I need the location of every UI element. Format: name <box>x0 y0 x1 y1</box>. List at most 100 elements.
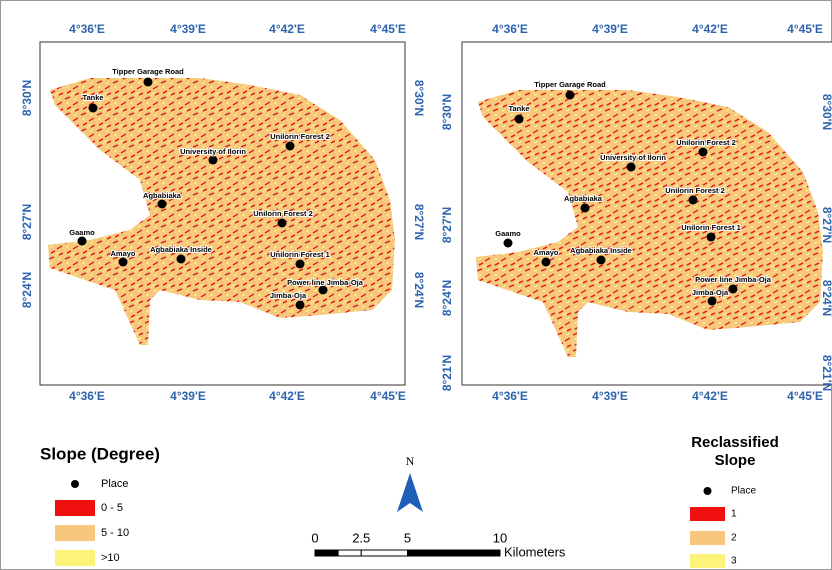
lon-label: 4°36'E <box>492 389 528 403</box>
lat-label: 8°21'N <box>440 355 454 391</box>
place-label: Unilorin Forest 2 <box>676 138 736 147</box>
lon-label: 4°39'E <box>170 22 206 36</box>
legend-swatch <box>690 554 725 568</box>
place-dot <box>286 142 295 151</box>
north-label: N <box>406 454 415 468</box>
legend-swatch <box>690 531 725 545</box>
scale-segment <box>315 550 338 556</box>
lon-label: 4°45'E <box>370 389 406 403</box>
legend-swatch <box>55 525 95 541</box>
lon-label: 4°42'E <box>692 22 728 36</box>
lat-label: 8°24'N <box>440 280 454 316</box>
place-dot <box>699 148 708 157</box>
place-label: Agbabiaka Inside <box>150 245 212 254</box>
scale-label: 2.5 <box>352 530 370 545</box>
place-label: Jimba-Oja <box>270 291 307 300</box>
legend-dot <box>704 487 712 495</box>
place-dot <box>542 258 551 267</box>
place-label: Unilorin Forest 2 <box>270 132 330 141</box>
lon-label: 4°45'E <box>787 389 823 403</box>
scale-segment <box>408 550 501 556</box>
lat-label: 8°30'N <box>440 94 454 130</box>
place-dot <box>296 301 305 310</box>
place-label: Power line Jimba-Oja <box>287 278 364 287</box>
lon-label: 4°45'E <box>370 22 406 36</box>
place-label: Unilorin Forest 1 <box>681 223 741 232</box>
lat-label: 8°27'N <box>20 204 34 240</box>
lon-label: 4°42'E <box>269 389 305 403</box>
scale-label: 0 <box>311 530 318 545</box>
place-dot <box>708 297 717 306</box>
place-dot <box>119 258 128 267</box>
scale-segment <box>361 550 407 556</box>
place-label: Agbabiaka Inside <box>570 246 632 255</box>
legend-title: Reclassified Slope <box>680 434 790 470</box>
place-label: Unilorin Forest 2 <box>665 186 725 195</box>
place-label: University of Ilorin <box>600 153 666 162</box>
lat-label: 8°24'N <box>412 272 426 308</box>
place-dot <box>729 285 738 294</box>
place-label: Power line Jimba-Oja <box>695 275 772 284</box>
place-label: Jimba-Oja <box>692 288 729 297</box>
scale-label: 10 <box>493 530 507 545</box>
lon-label: 4°36'E <box>492 22 528 36</box>
figure: 4°36'E 4°39'E 4°42'E 4°45'E 4°36'E 4°39'E 4°42… <box>0 0 832 570</box>
place-label: Gaamo <box>69 228 95 237</box>
place-label: Amayo <box>533 248 558 257</box>
place-dot <box>177 255 186 264</box>
place-label: Amayo <box>110 249 135 258</box>
place-dot <box>515 115 524 124</box>
lat-label: 8°27'N <box>440 207 454 243</box>
legend-label: 1 <box>731 509 737 520</box>
legend-label: Place <box>731 486 756 497</box>
lon-label: 4°45'E <box>787 22 823 36</box>
north-arrow <box>397 473 423 512</box>
lon-label: 4°42'E <box>269 22 305 36</box>
legend-title: Slope (Degree) <box>40 444 160 463</box>
place-dot <box>566 91 575 100</box>
lat-label: 8°30'N <box>820 94 832 130</box>
place-label: University of Ilorin <box>180 147 246 156</box>
legend-label: 0 - 5 <box>101 502 123 514</box>
place-label: Unilorin Forest 1 <box>270 250 330 259</box>
place-dot <box>144 78 153 87</box>
lon-label: 4°36'E <box>69 22 105 36</box>
lat-label: 8°27'N <box>820 207 832 243</box>
place-dot <box>689 196 698 205</box>
scale-segment <box>338 550 361 556</box>
place-dot <box>504 239 513 248</box>
lat-label: 8°30'N <box>20 80 34 116</box>
place-dot <box>209 156 218 165</box>
place-label: Tipper Garage Road <box>112 67 184 76</box>
lat-label: 8°30'N <box>412 80 426 116</box>
legend-swatch <box>55 500 95 516</box>
lon-label: 4°42'E <box>692 389 728 403</box>
lat-label: 8°21'N <box>820 355 832 391</box>
legend-label: 5 - 10 <box>101 527 129 539</box>
place-dot <box>278 219 287 228</box>
place-dot <box>78 237 87 246</box>
place-dot <box>627 163 636 172</box>
place-dot <box>581 204 590 213</box>
lon-label: 4°36'E <box>69 389 105 403</box>
place-label: Unilorin Forest 2 <box>253 209 313 218</box>
scale-label: 5 <box>404 530 411 545</box>
legend-label: Place <box>101 478 129 490</box>
map-figure: 4°36'E 4°39'E 4°42'E 4°45'E 4°36'E 4°39'E 4°42… <box>0 0 832 570</box>
legend-swatch <box>690 507 725 521</box>
scale-unit: Kilometers <box>504 544 566 559</box>
lon-label: 4°39'E <box>592 389 628 403</box>
legend-swatch <box>55 550 95 566</box>
place-label: Agbabiaka <box>143 191 182 200</box>
place-dot <box>158 200 167 209</box>
place-label: Gaamo <box>495 229 521 238</box>
lat-label: 8°27'N <box>412 204 426 240</box>
place-label: Tipper Garage Road <box>534 80 606 89</box>
lon-label: 4°39'E <box>170 389 206 403</box>
lat-label: 8°24'N <box>820 280 832 316</box>
place-dot <box>89 104 98 113</box>
legend-label: >10 <box>101 552 120 564</box>
place-label: Tanke <box>508 104 529 113</box>
legend-dot <box>71 480 79 488</box>
legend-label: 3 <box>731 556 737 567</box>
